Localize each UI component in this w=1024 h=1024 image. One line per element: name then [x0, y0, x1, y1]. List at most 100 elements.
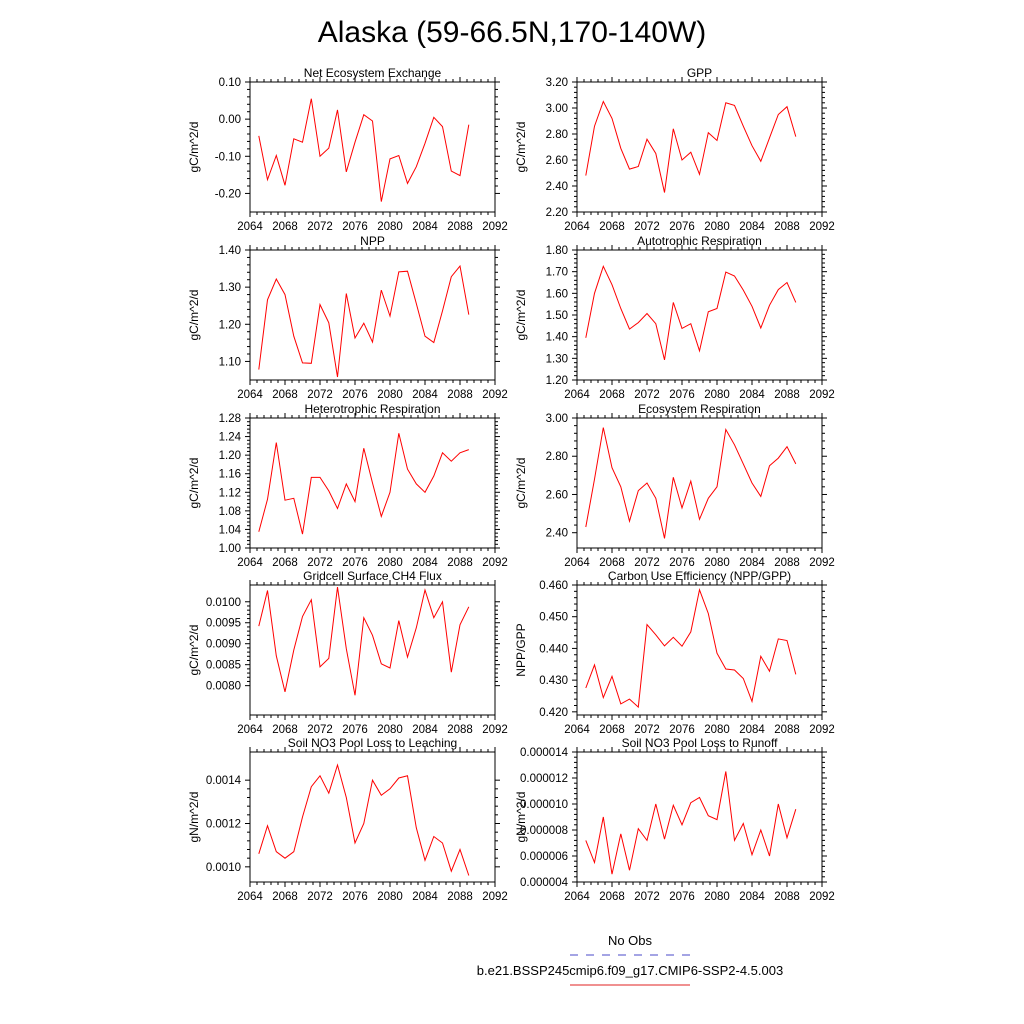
data-point — [786, 446, 788, 448]
x-tick-label: 2076 — [669, 389, 695, 401]
data-point — [354, 694, 356, 696]
x-tick-label: 2076 — [669, 557, 695, 569]
data-point — [415, 483, 417, 485]
data-point — [585, 687, 587, 689]
data-point — [302, 816, 304, 818]
data-point — [398, 432, 400, 434]
data-point — [337, 508, 339, 510]
panel-carbon-use-efficiency-npp-gpp: Carbon Use Efficiency (NPP/GPP) NPP/GPP 20… — [514, 569, 835, 736]
x-tick-label: 2072 — [634, 557, 660, 569]
data-point — [433, 342, 435, 344]
data-point — [310, 599, 312, 601]
y-tick-label: 0.440 — [539, 643, 568, 655]
x-tick-label: 2072 — [634, 724, 660, 736]
x-tick-label: 2088 — [447, 891, 473, 903]
x-tick-label: 2076 — [669, 221, 695, 233]
series-line — [258, 264, 470, 378]
x-tick-label: 2080 — [704, 891, 730, 903]
data-point — [620, 308, 622, 310]
data-point — [725, 771, 727, 773]
data-point — [337, 109, 339, 111]
x-tick-label: 2092 — [809, 557, 835, 569]
data-point — [267, 590, 269, 592]
x-tick-label: 2084 — [412, 724, 438, 736]
y-tick-label: 3.20 — [546, 77, 568, 89]
data-point — [690, 323, 692, 325]
data-point — [354, 141, 356, 143]
data-point — [716, 308, 718, 310]
x-tick-label: 2088 — [447, 221, 473, 233]
x-tick-label: 2072 — [307, 557, 333, 569]
data-point — [751, 482, 753, 484]
data-point — [407, 468, 409, 470]
data-point — [777, 803, 779, 805]
data-point — [699, 797, 701, 799]
data-point — [594, 862, 596, 864]
data-point — [442, 126, 444, 128]
data-point — [363, 617, 365, 619]
x-tick-label: 2088 — [774, 724, 800, 736]
data-point — [258, 369, 260, 371]
series-line — [258, 763, 470, 876]
data-point — [795, 301, 797, 303]
data-point — [372, 779, 374, 781]
x-tick-label: 2088 — [774, 389, 800, 401]
data-point — [450, 460, 452, 462]
x-tick-label: 2064 — [237, 557, 263, 569]
y-tick-label: 0.0085 — [206, 660, 241, 672]
x-tick-label: 2092 — [482, 891, 508, 903]
data-point — [742, 823, 744, 825]
data-point — [655, 323, 657, 325]
y-axis-label: gC/m^2/d — [514, 122, 528, 173]
data-point — [777, 638, 779, 640]
x-tick-label: 2092 — [482, 724, 508, 736]
panels: Net Ecosystem Exchange gC/m^2/d 2064 2068 20… — [187, 66, 835, 903]
data-point — [302, 141, 304, 143]
y-tick-label: 1.70 — [546, 267, 568, 279]
data-point — [424, 491, 426, 493]
x-tick-label: 2092 — [482, 557, 508, 569]
data-point — [354, 842, 356, 844]
data-point — [769, 855, 771, 857]
data-point — [275, 442, 277, 444]
data-point — [372, 634, 374, 636]
data-point — [777, 457, 779, 459]
data-point — [734, 669, 736, 671]
data-point — [716, 140, 718, 142]
y-tick-label: 0.460 — [539, 580, 568, 592]
data-point — [328, 322, 330, 324]
data-point — [310, 362, 312, 364]
data-point — [637, 166, 639, 168]
x-tick-label: 2064 — [564, 221, 590, 233]
data-point — [602, 427, 604, 429]
data-point — [293, 649, 295, 651]
panel-autotrophic-respiration: Autotrophic Respiration gC/m^2/d 2064 2068 2… — [514, 234, 835, 401]
data-point — [433, 836, 435, 838]
data-point — [751, 854, 753, 856]
data-point — [664, 645, 666, 647]
data-point — [345, 483, 347, 485]
y-tick-label: -0.20 — [215, 188, 241, 200]
data-point — [372, 482, 374, 484]
series-line — [585, 587, 797, 709]
data-point — [267, 825, 269, 827]
data-point — [655, 153, 657, 155]
data-point — [459, 624, 461, 626]
data-point — [284, 499, 286, 501]
data-point — [433, 617, 435, 619]
panel-npp: NPP gC/m^2/d 2064 2068 2072 2076 2080 2084 2088 2… — [187, 234, 508, 401]
data-point — [337, 586, 339, 588]
data-point — [585, 175, 587, 177]
figure-title: Alaska (59-66.5N,170-140W) — [318, 16, 707, 49]
data-point — [637, 322, 639, 324]
panel-gridcell-surface-ch4-flux: Gridcell Surface CH4 Flux gC/m^2/d 2064 206… — [187, 569, 508, 736]
data-point — [637, 706, 639, 708]
data-point — [734, 839, 736, 841]
panel-title: Ecosystem Respiration — [638, 402, 761, 416]
x-tick-label: 2064 — [237, 891, 263, 903]
x-tick-label: 2068 — [272, 389, 298, 401]
y-tick-label: 0.0012 — [206, 819, 241, 831]
data-point — [389, 158, 391, 160]
y-tick-label: 2.40 — [546, 181, 568, 193]
